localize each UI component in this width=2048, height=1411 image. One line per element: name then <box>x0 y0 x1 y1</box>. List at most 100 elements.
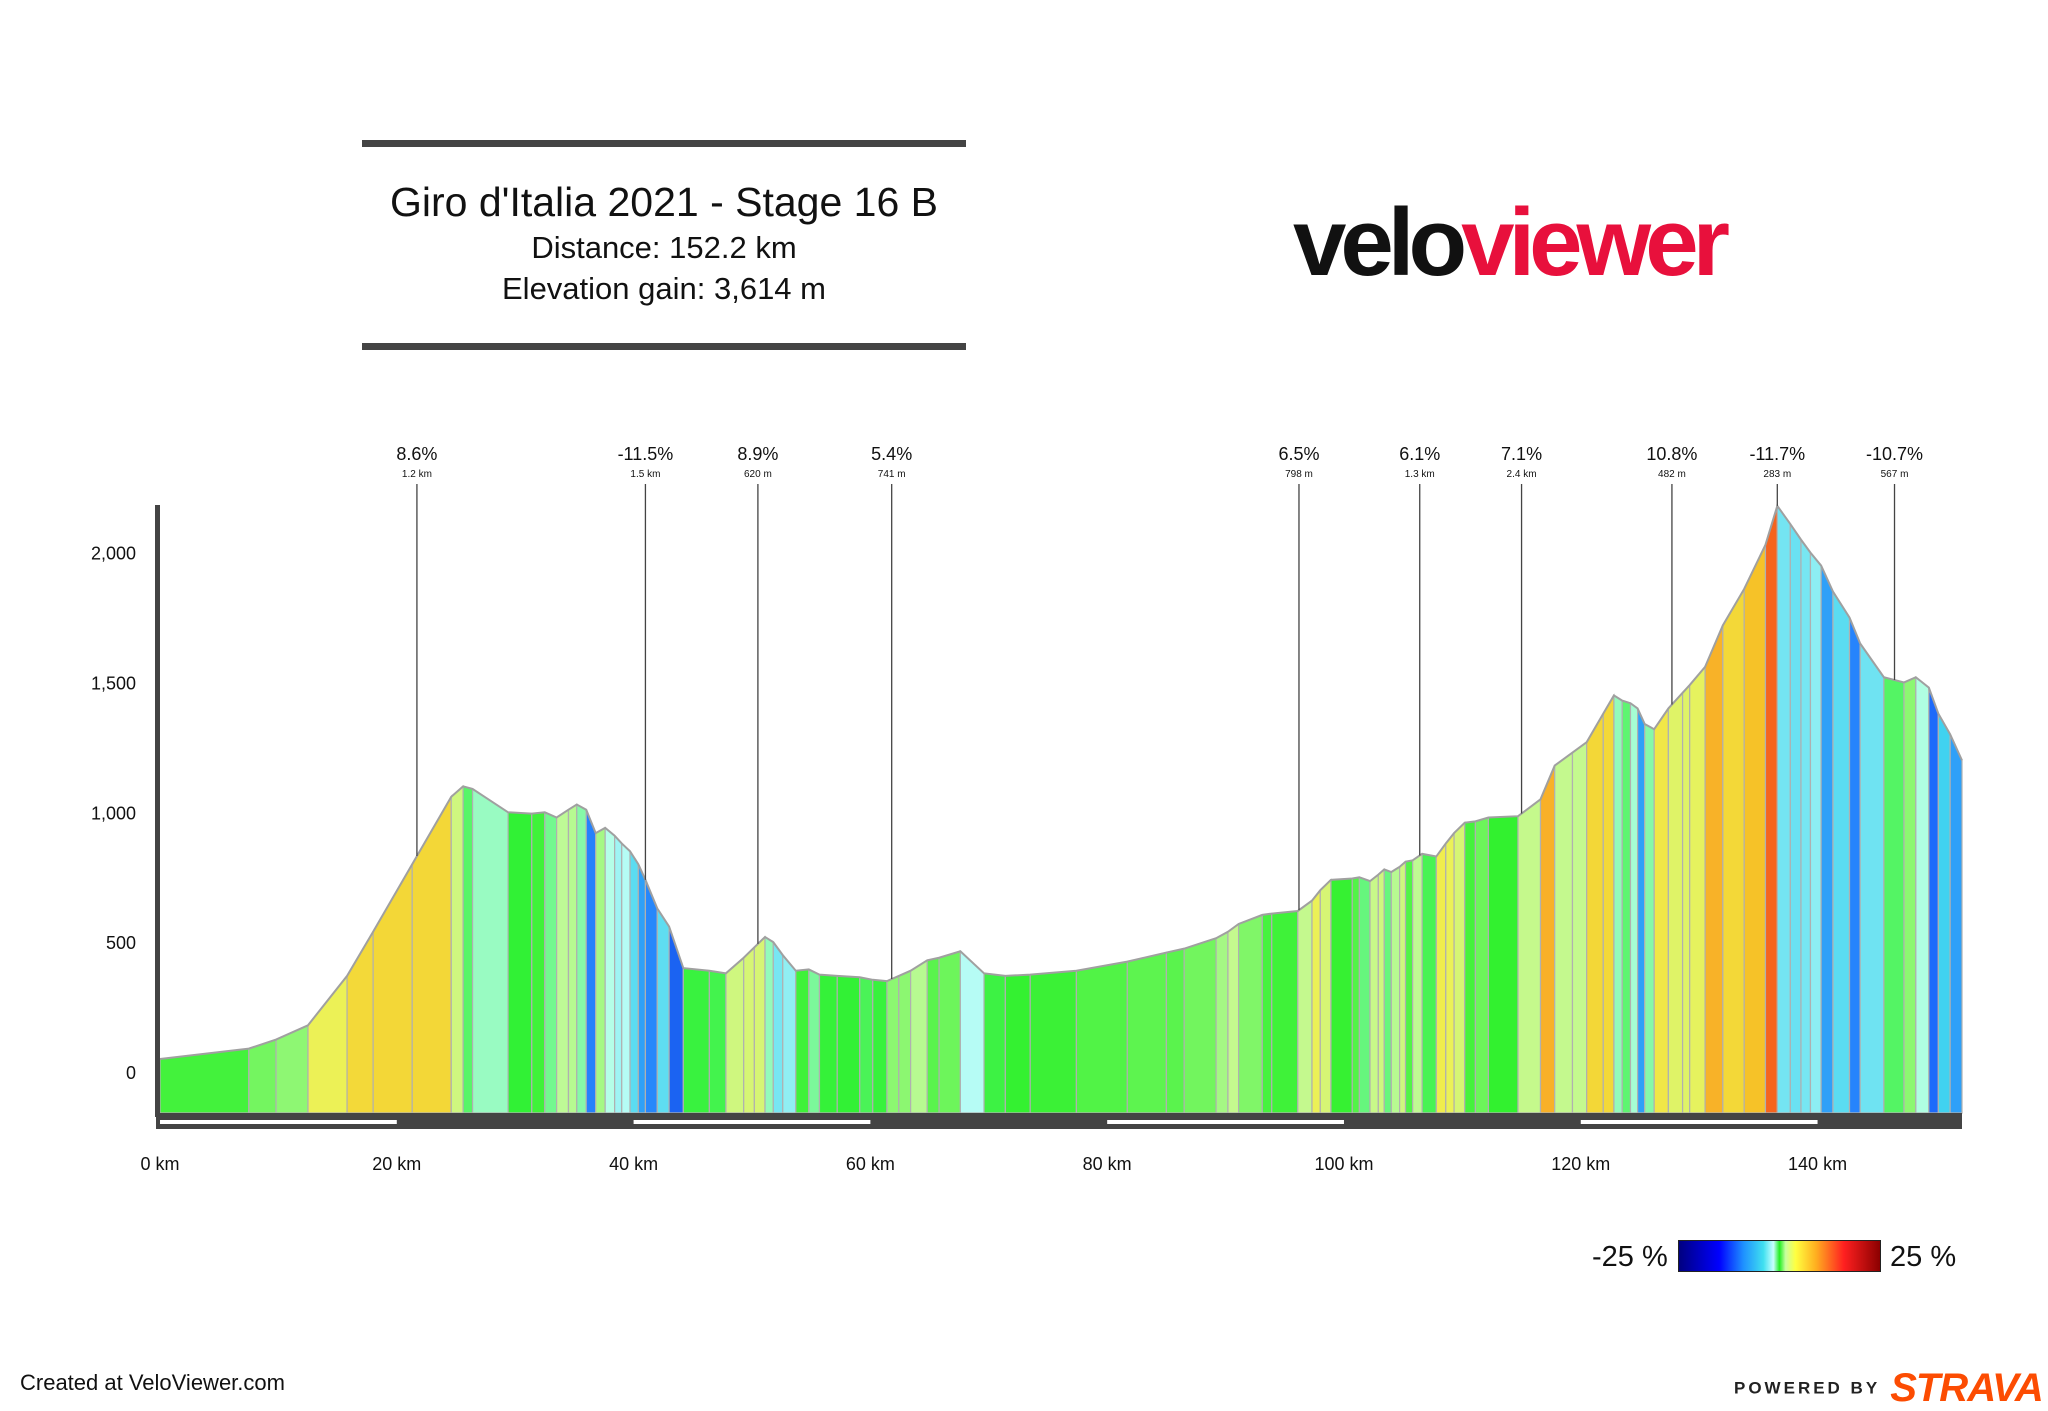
profile-outline <box>159 503 1963 1061</box>
title-box: Giro d'Italia 2021 - Stage 16 B Distance… <box>362 140 966 350</box>
climb-gradient-label: 10.8% <box>1646 444 1697 464</box>
climb-gradient-label: -11.5% <box>618 444 674 464</box>
profile-segment <box>1075 960 1128 1114</box>
profile-segment <box>1848 617 1861 1114</box>
profile-segment <box>1613 694 1623 1114</box>
chart-title: Giro d'Italia 2021 - Stage 16 B <box>390 179 938 225</box>
y-tick-label: 0 <box>126 1063 136 1083</box>
profile-segment <box>1435 841 1447 1114</box>
profile-segment <box>656 906 670 1114</box>
profile-segment <box>1667 691 1684 1114</box>
climb-length-label: 2.4 km <box>1507 469 1537 480</box>
powered-by-strava: POWERED BY STRAVA <box>1734 1366 2044 1411</box>
profile-segment <box>1261 912 1273 1114</box>
profile-segment <box>1404 859 1414 1114</box>
profile-segment <box>637 863 647 1114</box>
x-axis-stripe <box>160 1120 397 1124</box>
y-tick-label: 1,000 <box>91 803 136 823</box>
profile-segment <box>1238 914 1263 1114</box>
profile-segment <box>1689 665 1706 1114</box>
profile-segment <box>1330 877 1353 1114</box>
profile-segment <box>1311 888 1321 1114</box>
profile-segment <box>1937 711 1951 1114</box>
profile-segment <box>725 956 745 1114</box>
profile-segment <box>1704 625 1724 1114</box>
profile-segment <box>346 929 374 1114</box>
powered-by-label: POWERED BY <box>1734 1378 1881 1398</box>
profile-segment <box>1554 751 1574 1114</box>
profile-segment <box>1928 687 1939 1114</box>
profile-segment <box>411 794 452 1114</box>
profile-segment <box>507 811 533 1114</box>
profile-segment <box>450 785 464 1114</box>
profile-segment <box>836 975 861 1114</box>
x-tick-label: 80 km <box>1083 1154 1132 1174</box>
profile-segment <box>743 945 755 1114</box>
profile-segment <box>614 834 623 1114</box>
strava-logo: STRAVA <box>1890 1366 2044 1410</box>
profile-segment <box>753 935 766 1114</box>
climb-gradient-label: 8.6% <box>396 444 437 464</box>
created-at-link[interactable]: Created at VeloViewer.com <box>20 1370 285 1395</box>
profile-segment <box>1383 868 1392 1114</box>
profile-segment <box>910 959 928 1114</box>
profile-segment <box>898 969 912 1114</box>
climb-gradient-label: -11.7% <box>1749 444 1805 464</box>
climb-markers: 8.6% 1.2 km -11.5% 1.5 km 8.9% 620 m 5.4% 741 m… <box>396 444 1923 980</box>
profile-segment <box>1215 930 1229 1114</box>
y-tick-label: 500 <box>106 933 136 953</box>
x-tick-label: 60 km <box>846 1154 895 1174</box>
profile-segment <box>1412 852 1423 1114</box>
x-tick-label: 120 km <box>1551 1154 1610 1174</box>
profile-segment <box>1571 740 1588 1114</box>
profile-segment <box>1319 878 1332 1114</box>
profile-segment <box>983 972 1006 1114</box>
profile-segment <box>1636 708 1646 1114</box>
profile-segment <box>1644 722 1655 1114</box>
profile-segment <box>1743 544 1767 1114</box>
profile-segment <box>1653 706 1669 1114</box>
profile-segment <box>1776 503 1791 1114</box>
climb-length-label: 1.3 km <box>1405 469 1435 480</box>
profile-segment <box>818 973 838 1114</box>
distance-label: Distance: 152.2 km <box>531 230 797 265</box>
profile-segment <box>567 803 578 1114</box>
climb-length-label: 283 m <box>1763 469 1791 480</box>
profile-segment <box>1351 876 1360 1114</box>
profile-segment <box>1004 973 1031 1114</box>
profile-segment <box>307 974 348 1114</box>
profile-segment <box>531 811 546 1114</box>
profile-segment <box>1949 734 1963 1114</box>
profile-segment <box>795 968 810 1114</box>
profile-segment <box>1399 860 1407 1114</box>
climb-gradient-label: 6.1% <box>1399 444 1440 464</box>
profile-segment <box>1722 586 1745 1114</box>
x-tick-label: 100 km <box>1314 1154 1373 1174</box>
profile-segment <box>1126 951 1167 1114</box>
legend-min-label: -25 % <box>1592 1241 1668 1273</box>
profile-segment <box>1474 816 1490 1114</box>
y-tick-label: 1,500 <box>91 673 136 693</box>
profile-segment <box>1915 676 1930 1114</box>
x-axis-stripe <box>633 1120 871 1124</box>
x-tick-label: 140 km <box>1788 1154 1847 1174</box>
profile-segment <box>556 808 570 1114</box>
profile-segment <box>1586 711 1604 1114</box>
profile-segment <box>462 785 474 1114</box>
x-tick-label: 20 km <box>372 1154 421 1174</box>
climb-length-label: 1.5 km <box>630 469 660 480</box>
climb-length-label: 567 m <box>1881 469 1909 480</box>
profile-segment <box>1487 815 1519 1114</box>
climb-length-label: 741 m <box>878 469 906 480</box>
y-axis-line <box>155 505 160 1117</box>
profile-segments <box>159 503 1963 1114</box>
profile-segment <box>1358 876 1371 1114</box>
gradient-legend-bar <box>1678 1240 1881 1272</box>
profile-segment <box>859 976 874 1114</box>
profile-segment <box>1820 565 1834 1114</box>
profile-segment <box>544 811 558 1114</box>
profile-segment <box>708 970 727 1114</box>
profile-segment <box>959 949 985 1114</box>
profile-segment <box>1681 683 1691 1114</box>
x-tick-label: 40 km <box>609 1154 658 1174</box>
